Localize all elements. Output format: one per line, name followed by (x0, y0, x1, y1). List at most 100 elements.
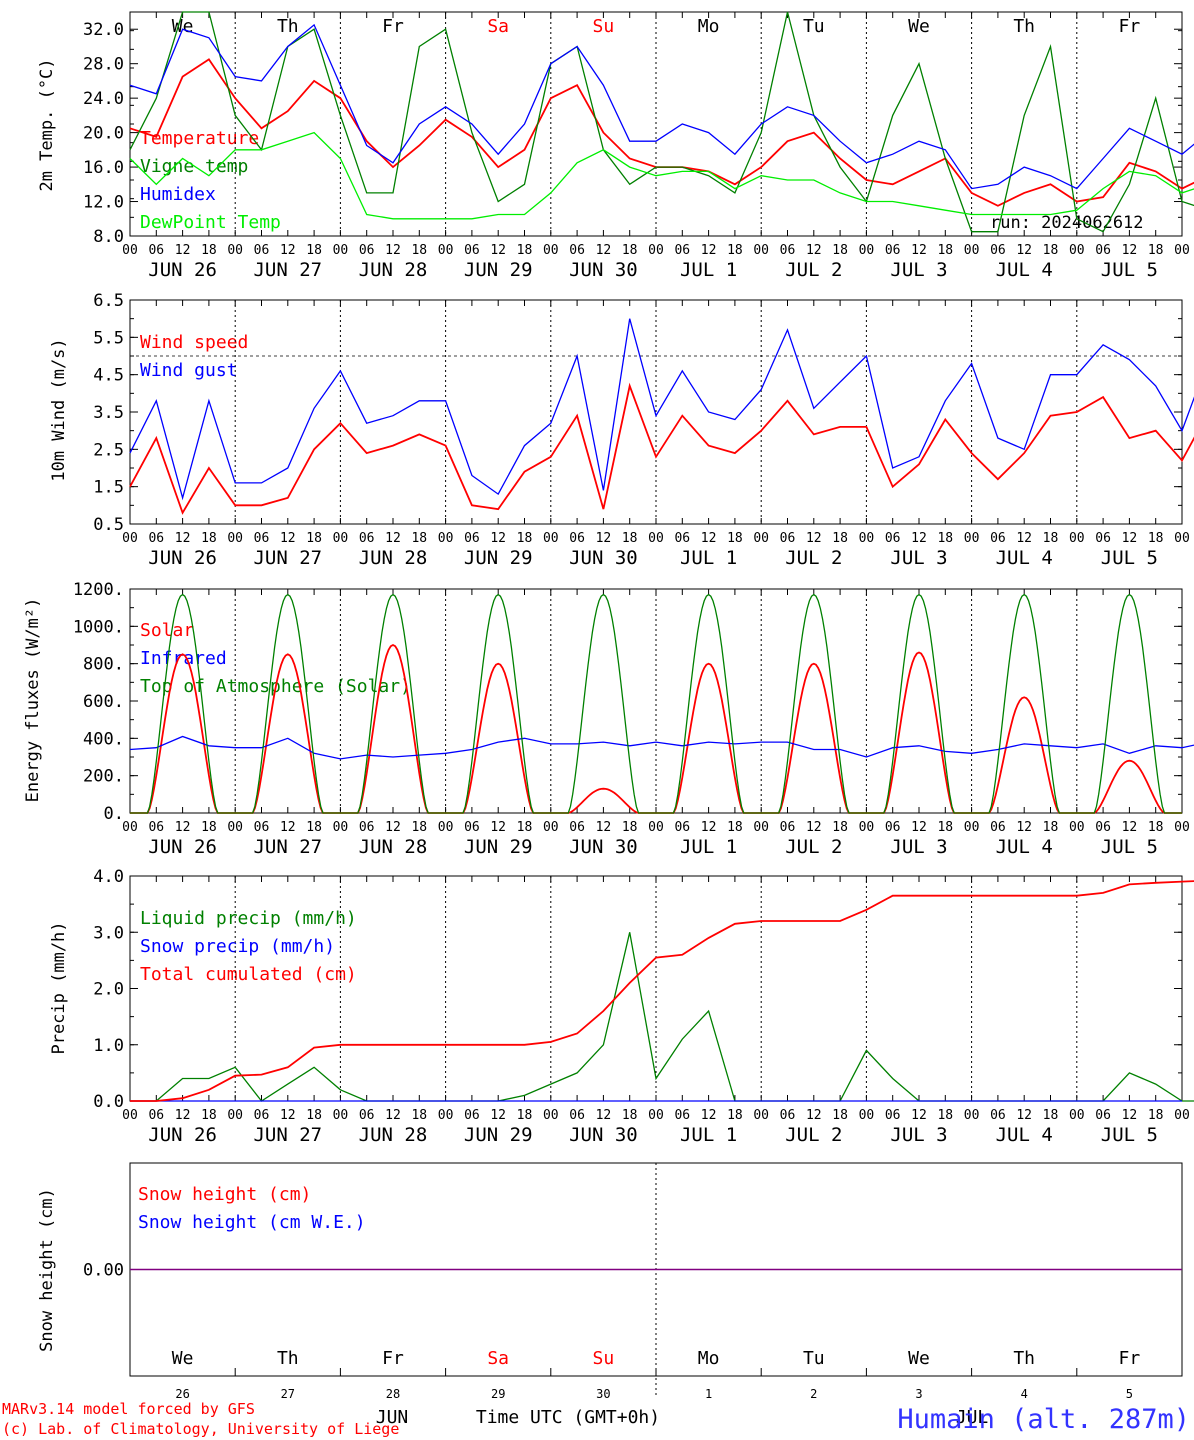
hour-tick-label: 18 (517, 820, 533, 835)
hour-tick-label: 06 (1095, 531, 1111, 546)
hour-tick-label: 18 (517, 1108, 533, 1123)
hour-tick-label: 18 (622, 820, 638, 835)
hour-tick-label: 06 (359, 243, 375, 258)
hour-tick-label: 18 (306, 820, 322, 835)
day-number: 3 (915, 1387, 922, 1401)
y-tick-label: 24.0 (83, 89, 124, 109)
day-number: 30 (596, 1387, 610, 1401)
hour-tick-label: 00 (859, 820, 875, 835)
hour-tick-label: 00 (753, 1108, 769, 1123)
hour-tick-label: 06 (254, 1108, 270, 1123)
hour-tick-label: 00 (122, 820, 138, 835)
hour-tick-label: 06 (464, 1108, 480, 1123)
hour-tick-label: 00 (1069, 243, 1085, 258)
hour-tick-label: 18 (201, 820, 217, 835)
hour-tick-label: 00 (964, 531, 980, 546)
y-tick-label: 1000. (73, 617, 124, 637)
precip-ylabel: Precip (mm/h) (49, 921, 69, 1054)
hour-tick-label: 18 (517, 531, 533, 546)
precip-panel: Precip (mm/h) Liquid precip (mm/h) Snow … (49, 867, 1194, 1146)
hour-tick-label: 06 (254, 531, 270, 546)
hour-tick-label: 00 (543, 531, 559, 546)
hour-tick-label: 00 (543, 820, 559, 835)
y-tick-label: 4.0 (93, 867, 124, 887)
hour-tick-label: 12 (1016, 820, 1032, 835)
hour-tick-label: 06 (990, 243, 1006, 258)
day-label: Mo (698, 16, 720, 37)
hour-tick-label: 12 (806, 531, 822, 546)
hour-tick-label: 00 (1174, 820, 1190, 835)
day-number: 29 (491, 1387, 505, 1401)
hour-tick-label: 00 (648, 243, 664, 258)
day-label: Fr (382, 1348, 404, 1369)
series-line (130, 593, 1182, 814)
hour-tick-label: 00 (333, 820, 349, 835)
legend-temperature: Temperature (140, 128, 259, 149)
hour-tick-label: 12 (280, 243, 296, 258)
series-line (129, 735, 1194, 760)
y-tick-label: 0. (104, 804, 124, 824)
day-label: Sa (487, 1348, 509, 1369)
day-number: 26 (175, 1387, 189, 1401)
hour-tick-label: 06 (990, 1108, 1006, 1123)
hour-tick-label: 06 (464, 531, 480, 546)
hour-tick-label: 18 (411, 531, 427, 546)
y-tick-label: 600. (83, 692, 124, 712)
hour-tick-label: 18 (832, 243, 848, 258)
hour-tick-label: 06 (359, 531, 375, 546)
hour-tick-label: 00 (227, 820, 243, 835)
hour-tick-label: 12 (701, 820, 717, 835)
hour-tick-label: 06 (254, 820, 270, 835)
footer: JUN JUL Time UTC (GMT+0h) MARv3.14 model… (2, 1400, 1190, 1438)
date-label: JUN 28 (359, 836, 428, 858)
hour-tick-label: 00 (753, 820, 769, 835)
date-label: JUN 30 (569, 1124, 638, 1146)
y-tick-label: 16.0 (83, 158, 124, 178)
hour-tick-label: 06 (885, 820, 901, 835)
hour-tick-label: 12 (1122, 820, 1138, 835)
hour-tick-label: 12 (175, 531, 191, 546)
date-label: JUN 28 (359, 259, 428, 281)
hour-tick-label: 12 (385, 531, 401, 546)
day-label: We (908, 16, 930, 37)
y-tick-label: 3.5 (93, 403, 124, 423)
hour-tick-label: 06 (674, 820, 690, 835)
day-label: We (172, 1348, 194, 1369)
hour-tick-label: 12 (1016, 531, 1032, 546)
hour-tick-label: 00 (964, 820, 980, 835)
hour-tick-label: 12 (911, 243, 927, 258)
date-label: JUL 3 (890, 547, 947, 569)
day-number: 4 (1021, 1387, 1028, 1401)
hour-tick-label: 12 (280, 531, 296, 546)
date-label: JUL 4 (996, 836, 1053, 858)
y-tick-label: 28.0 (83, 55, 124, 75)
date-label: JUN 28 (359, 1124, 428, 1146)
wind-ylabel: 10m Wind (m/s) (49, 338, 69, 481)
y-tick-label: 200. (83, 767, 124, 787)
hour-tick-label: 06 (569, 243, 585, 258)
y-tick-label: 1200. (73, 580, 124, 600)
series-line (129, 131, 1194, 220)
date-label: JUL 3 (890, 836, 947, 858)
hour-tick-label: 18 (411, 1108, 427, 1123)
hour-tick-label: 00 (333, 1108, 349, 1123)
legend-wind-gust: Wind gust (140, 360, 238, 381)
date-label: JUN 26 (148, 547, 217, 569)
hour-tick-label: 06 (359, 820, 375, 835)
hour-tick-label: 12 (701, 1108, 717, 1123)
hour-tick-label: 12 (1122, 243, 1138, 258)
hour-tick-label: 06 (254, 243, 270, 258)
hour-tick-label: 06 (1095, 243, 1111, 258)
day-label: We (172, 16, 194, 37)
hour-tick-label: 06 (569, 820, 585, 835)
y-tick-label: 1.5 (93, 478, 124, 498)
hour-tick-label: 18 (937, 243, 953, 258)
hour-tick-label: 18 (727, 243, 743, 258)
hour-tick-label: 12 (1122, 531, 1138, 546)
y-tick-label: 1.0 (93, 1036, 124, 1056)
date-label: JUN 26 (148, 259, 217, 281)
date-label: JUN 27 (253, 259, 322, 281)
date-label: JUN 26 (148, 836, 217, 858)
hour-tick-label: 00 (438, 243, 454, 258)
